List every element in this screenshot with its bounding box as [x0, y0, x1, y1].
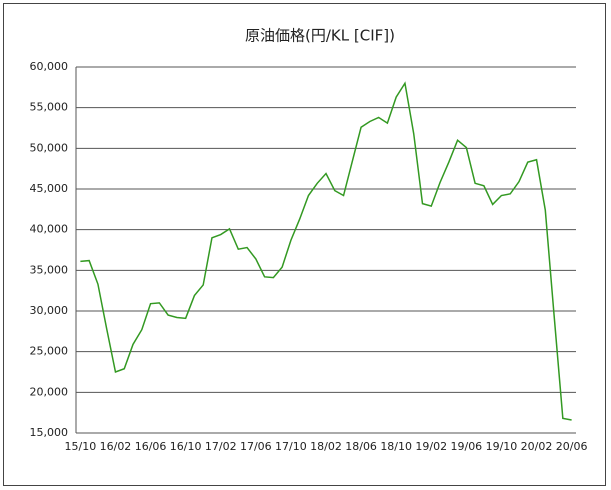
x-tick-label: 18/06 — [345, 440, 377, 453]
y-tick-label: 40,000 — [30, 223, 69, 236]
x-tick-label: 16/06 — [135, 440, 167, 453]
x-tick-label: 19/06 — [450, 440, 482, 453]
x-tick-label: 18/02 — [310, 440, 342, 453]
x-tick-label: 17/06 — [240, 440, 272, 453]
y-tick-label: 45,000 — [30, 182, 69, 195]
y-tick-label: 60,000 — [30, 60, 69, 73]
x-tick-label: 18/10 — [380, 440, 412, 453]
data-line — [80, 81, 572, 421]
x-tick-label: 20/06 — [556, 440, 588, 453]
x-tick-label: 20/02 — [521, 440, 553, 453]
y-tick-label: 35,000 — [30, 263, 69, 276]
x-tick-label: 15/10 — [65, 440, 97, 453]
x-tick-label: 19/02 — [415, 440, 447, 453]
y-tick-label: 15,000 — [30, 426, 69, 439]
chart-title: 原油価格(円/KL [CIF]) — [245, 27, 395, 45]
x-tick-label: 16/10 — [170, 440, 202, 453]
x-tick-label: 17/10 — [275, 440, 307, 453]
chart-frame — [3, 3, 606, 486]
y-tick-label: 30,000 — [30, 304, 69, 317]
y-tick-label: 50,000 — [30, 141, 69, 154]
y-tick-label: 25,000 — [30, 345, 69, 358]
y-tick-label: 20,000 — [30, 385, 69, 398]
x-tick-label: 17/02 — [205, 440, 237, 453]
x-tick-label: 16/02 — [100, 440, 132, 453]
x-tick-label: 19/10 — [486, 440, 518, 453]
y-tick-label: 55,000 — [30, 101, 69, 114]
